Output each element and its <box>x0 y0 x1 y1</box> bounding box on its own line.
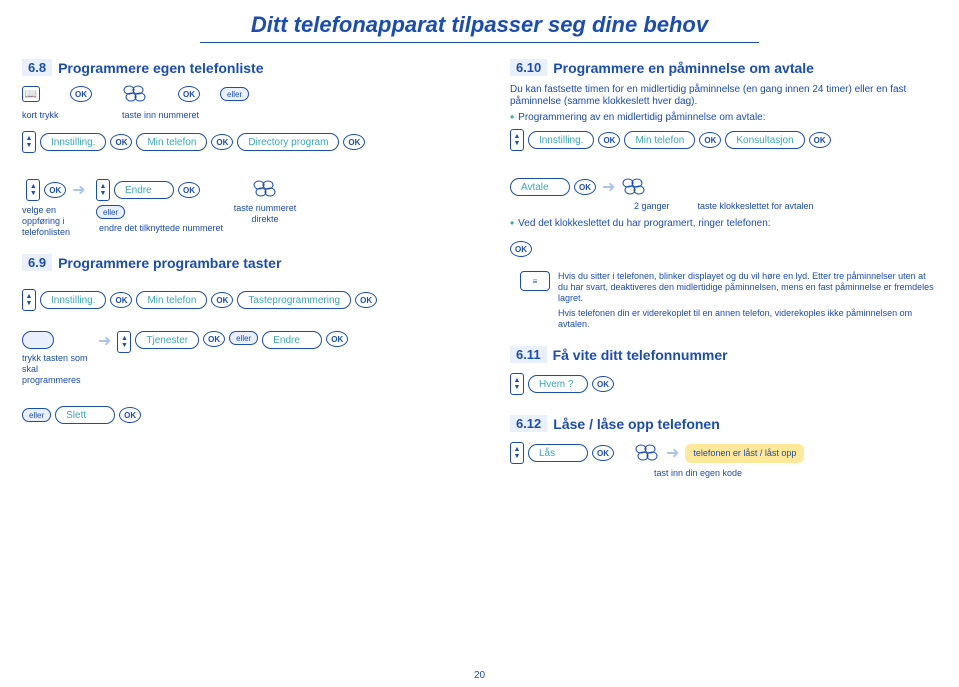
ok-button[interactable]: OK <box>211 134 233 150</box>
section-num: 6.10 <box>510 59 547 76</box>
section-num: 6.8 <box>22 59 52 76</box>
updown-icon[interactable]: ▲▼ <box>510 129 524 151</box>
pill-tjenester[interactable]: Tjenester <box>135 331 199 349</box>
caption-trykk-tasten: trykk tasten som skal programmeres <box>22 353 92 386</box>
ok-button[interactable]: OK <box>178 86 200 102</box>
prog-key-button[interactable] <box>22 331 54 349</box>
updown-icon[interactable]: ▲▼ <box>22 289 36 311</box>
pill-endre[interactable]: Endre <box>262 331 322 349</box>
pill-min-telefon[interactable]: Min telefon <box>136 291 207 309</box>
section-6-9-head: 6.9 Programmere programbare taster <box>22 254 494 271</box>
pill-konsultasjon[interactable]: Konsultasjon <box>725 131 804 149</box>
ok-button[interactable]: OK <box>598 132 620 148</box>
pill-tasteprog[interactable]: Tasteprogrammering <box>237 291 351 309</box>
ok-button[interactable]: OK <box>343 134 365 150</box>
section-num: 6.9 <box>22 254 52 271</box>
ok-button[interactable]: OK <box>70 86 92 102</box>
bullet-dot-icon: • <box>510 112 514 122</box>
caption-2ganger: 2 ganger <box>634 201 670 212</box>
tip-text-1: Hvis du sitter i telefonen, blinker disp… <box>558 271 937 304</box>
pill-min-telefon[interactable]: Min telefon <box>624 131 695 149</box>
ok-button[interactable]: OK <box>592 445 614 461</box>
status-box: telefonen er låst / låst opp <box>685 444 804 463</box>
ok-button[interactable]: OK <box>110 134 132 150</box>
updown-icon[interactable]: ▲▼ <box>117 331 131 353</box>
eller-button: eller <box>220 87 249 101</box>
section-title: Programmere egen telefonliste <box>58 60 263 76</box>
section-6-11-head: 6.11 Få vite ditt telefonnummer <box>510 346 937 363</box>
section-title: Programmere en påminnelse om avtale <box>553 60 814 76</box>
caption-kort-trykk: kort trykk <box>22 110 72 121</box>
pill-slett[interactable]: Slett <box>55 406 115 424</box>
arrow-icon: ➜ <box>72 180 85 200</box>
bullet-dot-icon: • <box>510 218 514 228</box>
ok-button[interactable]: OK <box>510 241 532 257</box>
bullet-ved-klokke: • Ved det klokkeslettet du har programer… <box>510 218 937 229</box>
tip-text-2: Hvis telefonen din er viderekoplet til e… <box>558 308 937 330</box>
pill-endre[interactable]: Endre <box>114 181 174 199</box>
ok-button[interactable]: OK <box>211 292 233 308</box>
pill-innstilling[interactable]: Innstilling. <box>528 131 594 149</box>
updown-icon[interactable]: ▲▼ <box>26 179 40 201</box>
ok-button[interactable]: OK <box>699 132 721 148</box>
section-title: Låse / låse opp telefonen <box>553 416 720 432</box>
section-6-10-head: 6.10 Programmere en påminnelse om avtale <box>510 59 937 76</box>
section-num: 6.11 <box>510 346 547 363</box>
section-num: 6.12 <box>510 415 547 432</box>
updown-icon[interactable]: ▲▼ <box>96 179 110 201</box>
pill-innstilling[interactable]: Innstilling. <box>40 133 106 151</box>
book-icon[interactable]: 📖 <box>22 86 40 102</box>
tip-block: ≡ Hvis du sitter i telefonen, blinker di… <box>520 271 937 330</box>
ok-button[interactable]: OK <box>355 292 377 308</box>
keypad-icon[interactable] <box>634 443 660 463</box>
caption-taste-klokke: taste klokkeslettet for avtalen <box>698 201 814 212</box>
keypad-icon[interactable] <box>621 177 647 197</box>
section-title: Få vite ditt telefonnummer <box>553 347 728 363</box>
keypad-icon[interactable] <box>122 84 148 104</box>
title-divider <box>200 42 759 43</box>
ok-button[interactable]: OK <box>326 331 348 347</box>
caption-tast-kode: tast inn din egen kode <box>654 468 742 479</box>
arrow-icon: ➜ <box>666 443 679 463</box>
updown-icon[interactable]: ▲▼ <box>510 373 524 395</box>
pill-hvem[interactable]: Hvem ? <box>528 375 588 393</box>
desc-610: Du kan fastsette timen for en midlertidi… <box>510 84 937 108</box>
caption-velge: velge en oppføring i telefonlisten <box>22 205 92 238</box>
page-number: 20 <box>474 670 485 681</box>
ok-button[interactable]: OK <box>574 179 596 195</box>
caption-endre-det: endre det tilknyttede nummeret <box>99 223 223 234</box>
ok-button[interactable]: OK <box>809 132 831 148</box>
caption-taste-direkte: taste nummeret direkte <box>230 203 300 225</box>
ok-button[interactable]: OK <box>592 376 614 392</box>
eller-button: eller <box>229 331 258 345</box>
page-title: Ditt telefonapparat tilpasser seg dine b… <box>0 0 959 42</box>
display-icon: ≡ <box>520 271 550 291</box>
updown-icon[interactable]: ▲▼ <box>22 131 36 153</box>
pill-directory[interactable]: Directory program <box>237 133 339 151</box>
ok-button[interactable]: OK <box>178 182 200 198</box>
bullet-prog-mid: • Programmering av en midlertidig påminn… <box>510 112 937 123</box>
pill-min-telefon[interactable]: Min telefon <box>136 133 207 151</box>
ok-button[interactable]: OK <box>110 292 132 308</box>
ok-button[interactable]: OK <box>203 331 225 347</box>
section-6-8-head: 6.8 Programmere egen telefonliste <box>22 59 494 76</box>
eller-button: eller <box>96 205 125 219</box>
pill-avtale[interactable]: Avtale <box>510 178 570 196</box>
ok-button[interactable]: OK <box>44 182 66 198</box>
ok-button[interactable]: OK <box>119 407 141 423</box>
arrow-icon: ➜ <box>98 331 111 351</box>
pill-laas[interactable]: Lås <box>528 444 588 462</box>
caption-taste-inn: taste inn nummeret <box>122 110 199 121</box>
eller-button: eller <box>22 408 51 422</box>
pill-innstilling[interactable]: Innstilling. <box>40 291 106 309</box>
updown-icon[interactable]: ▲▼ <box>510 442 524 464</box>
arrow-icon: ➜ <box>602 177 615 197</box>
section-6-12-head: 6.12 Låse / låse opp telefonen <box>510 415 937 432</box>
section-title: Programmere programbare taster <box>58 255 281 271</box>
keypad-icon[interactable] <box>252 179 278 199</box>
